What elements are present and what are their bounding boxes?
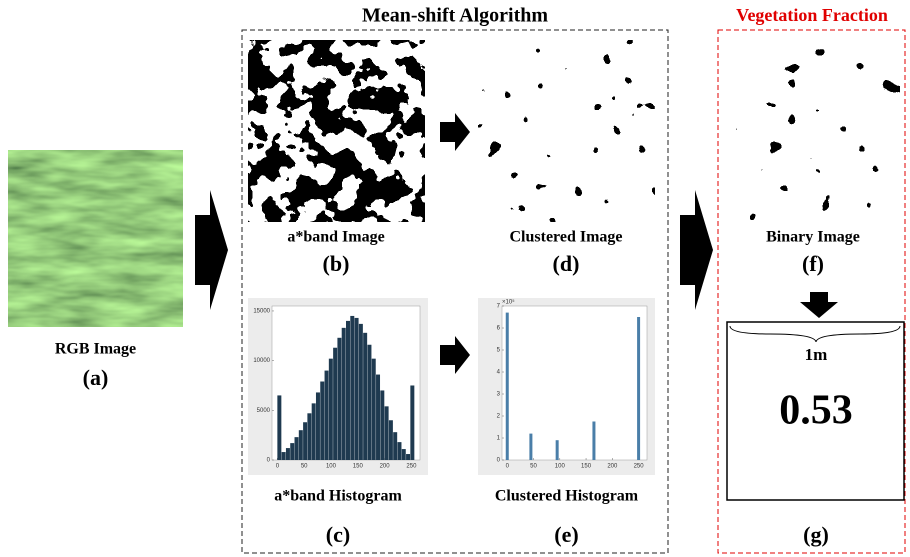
x-tick-label: 100 bbox=[326, 464, 337, 470]
bar bbox=[376, 374, 381, 460]
histogram-label: a*band Histogram bbox=[274, 488, 402, 505]
x-tick-label: 200 bbox=[380, 464, 391, 470]
bar bbox=[592, 421, 596, 460]
y-tick-label: 5000 bbox=[257, 408, 271, 414]
x-tick-label: 150 bbox=[353, 464, 364, 470]
x-tick-label: 250 bbox=[406, 464, 417, 470]
bar bbox=[324, 370, 329, 460]
brace bbox=[729, 325, 901, 343]
y-tick-label: 10000 bbox=[253, 358, 270, 364]
bar bbox=[406, 454, 411, 460]
y-tick-label: 6 bbox=[497, 326, 501, 332]
y-tick-label: 3 bbox=[497, 392, 501, 398]
arrow bbox=[440, 336, 470, 374]
aband-image bbox=[248, 40, 425, 222]
bar bbox=[337, 337, 342, 460]
panel-tag: (c) bbox=[326, 522, 350, 547]
bar bbox=[401, 449, 406, 460]
result-box bbox=[726, 321, 905, 501]
bar bbox=[350, 315, 355, 460]
bar bbox=[320, 381, 325, 460]
arrow bbox=[680, 190, 713, 310]
x-tick-label: 250 bbox=[634, 464, 645, 470]
panel-tag: (d) bbox=[553, 251, 580, 276]
arrow bbox=[195, 190, 228, 310]
image-label: RGB Image bbox=[55, 341, 136, 358]
rgb-image bbox=[8, 150, 183, 327]
y-tick-label: 15000 bbox=[253, 309, 270, 315]
bar bbox=[358, 323, 363, 460]
x-tick-label: 200 bbox=[607, 464, 618, 470]
bar bbox=[371, 358, 376, 460]
bar bbox=[637, 317, 641, 460]
bar bbox=[410, 385, 415, 460]
section-title: Vegetation Fraction bbox=[736, 5, 888, 25]
bar bbox=[380, 390, 385, 460]
arrow bbox=[440, 113, 470, 151]
x-tick-label: 0 bbox=[276, 464, 280, 470]
image-label: a*band Image bbox=[287, 229, 384, 246]
panel-tag: (g) bbox=[803, 522, 829, 547]
arrow bbox=[800, 292, 838, 318]
bar bbox=[397, 442, 402, 460]
bar bbox=[354, 317, 359, 460]
bar bbox=[388, 420, 393, 460]
x-tick-label: 50 bbox=[530, 464, 537, 470]
x-tick-label: 50 bbox=[301, 464, 308, 470]
bar bbox=[346, 320, 350, 460]
panel-tag: (f) bbox=[802, 251, 824, 276]
panel-tag: (a) bbox=[83, 365, 109, 390]
bar bbox=[290, 443, 295, 460]
bar bbox=[505, 312, 509, 460]
bar bbox=[303, 422, 308, 460]
section-title: Mean-shift Algorithm bbox=[362, 5, 548, 27]
bar bbox=[333, 347, 338, 460]
bar bbox=[367, 344, 372, 460]
clustered-image bbox=[478, 40, 655, 222]
bar bbox=[384, 406, 389, 460]
group-box bbox=[717, 29, 906, 554]
plot-area bbox=[501, 305, 648, 461]
y-tick-label: 2 bbox=[497, 414, 501, 420]
length-label: 1m bbox=[805, 345, 828, 364]
x-tick-label: 0 bbox=[506, 464, 510, 470]
binary-image bbox=[726, 40, 900, 222]
bar bbox=[307, 413, 312, 460]
histogram-label: Clustered Histogram bbox=[495, 488, 639, 505]
x-tick-label: 150 bbox=[581, 464, 592, 470]
bar bbox=[529, 433, 533, 460]
bar bbox=[311, 403, 316, 460]
bar bbox=[281, 452, 286, 460]
y-tick-label: 4 bbox=[497, 370, 501, 376]
panel-tag: (b) bbox=[323, 251, 350, 276]
bar bbox=[298, 430, 303, 460]
y-tick-label: 5 bbox=[497, 348, 501, 354]
bar bbox=[393, 432, 398, 460]
bar bbox=[294, 437, 299, 460]
group-box bbox=[241, 29, 669, 554]
bar bbox=[363, 332, 368, 460]
x-tick-label: 100 bbox=[555, 464, 566, 470]
image-label: Binary Image bbox=[766, 229, 860, 246]
bar bbox=[341, 327, 346, 460]
bar bbox=[328, 358, 333, 460]
y-tick-label: 0 bbox=[497, 458, 501, 464]
panel-tag: (e) bbox=[554, 522, 578, 547]
bar bbox=[555, 440, 559, 460]
image-label: Clustered Image bbox=[509, 229, 622, 246]
bar bbox=[315, 392, 320, 460]
y-tick-label: 0 bbox=[267, 458, 271, 464]
y-tick-label: 7 bbox=[497, 304, 501, 310]
y-tick-label: 1 bbox=[497, 436, 501, 442]
axis-multiplier: ×10⁵ bbox=[502, 299, 515, 306]
fraction-value: 0.53 bbox=[779, 388, 853, 434]
bar bbox=[277, 395, 282, 460]
bar bbox=[285, 448, 290, 460]
